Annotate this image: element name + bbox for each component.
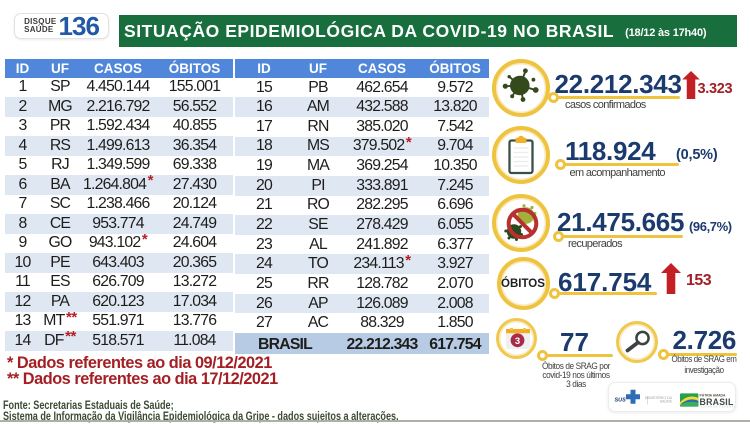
svg-text:3: 3 <box>515 335 520 346</box>
svg-text:MINISTÉRIO DA: MINISTÉRIO DA <box>645 395 673 400</box>
svg-text:SUS: SUS <box>615 398 627 404</box>
svg-text:BRASIL: BRASIL <box>700 397 734 407</box>
svg-text:SAÚDE: SAÚDE <box>660 398 673 403</box>
svg-text:GOVERNO FEDERAL: GOVERNO FEDERAL <box>700 406 736 409</box>
svg-text:PÁTRIA AMADA: PÁTRIA AMADA <box>700 393 726 398</box>
